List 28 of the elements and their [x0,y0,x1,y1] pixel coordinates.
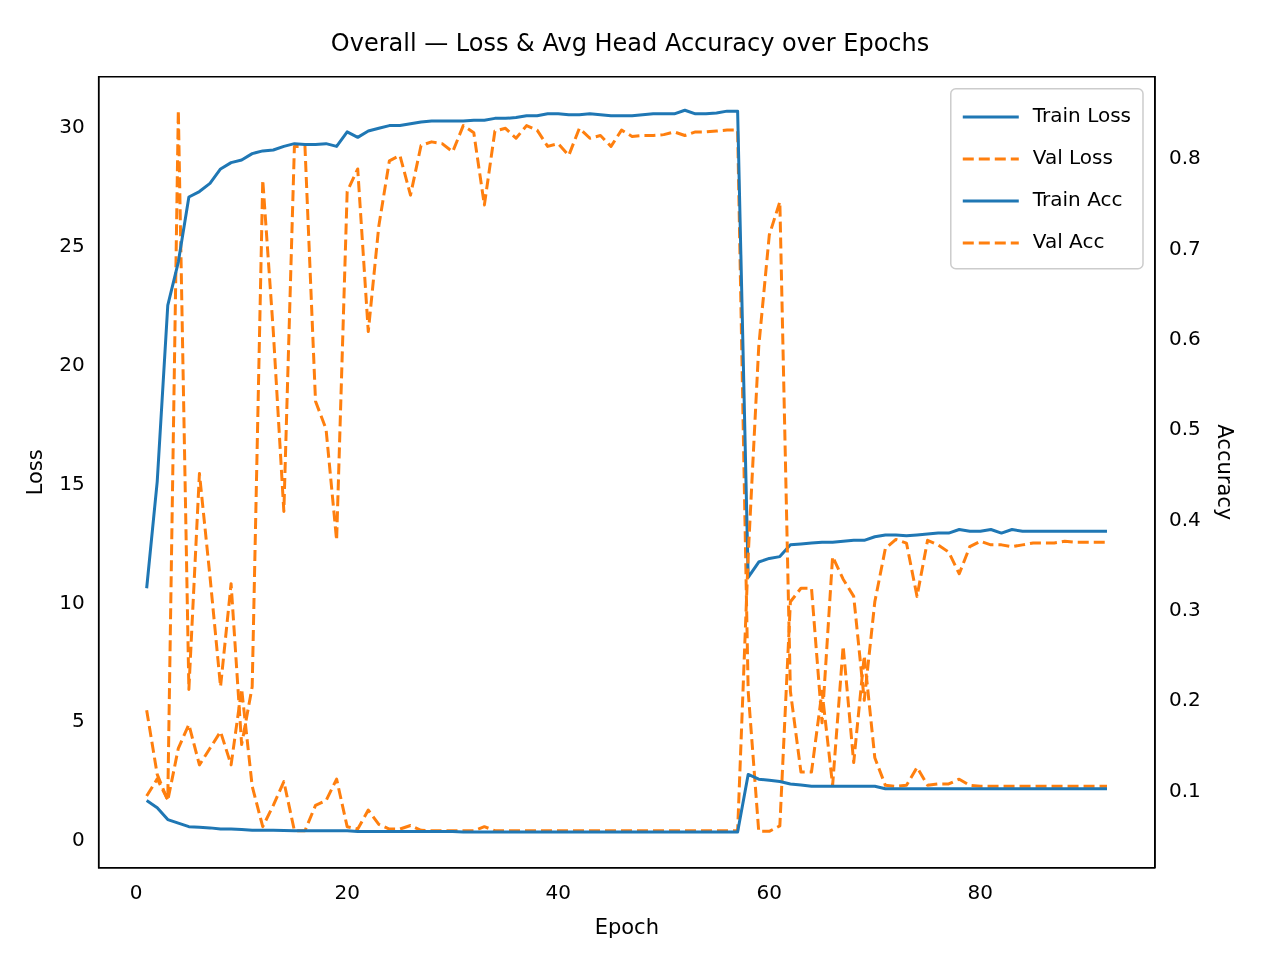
y-tick-label: 20 [59,351,85,376]
y2-axis-title: Accuracy [1212,424,1237,521]
chart-title: Overall — Loss & Avg Head Accuracy over Epochs [330,28,930,57]
y2-tick-label: 0.5 [1168,416,1201,441]
x-tick-label: 60 [756,880,783,904]
y-tick-label: 5 [71,708,85,733]
y-axis-title: Loss [23,449,48,496]
y-tick-label: 10 [59,589,85,614]
y-tick-label: 0 [71,827,85,852]
x-axis-title: Epoch [594,914,659,939]
x-tick-label: 0 [129,880,143,904]
x-tick-label: 40 [545,880,571,904]
y2-tick-label: 0.3 [1168,597,1201,622]
legend-label: Val Acc [1032,229,1105,254]
legend-label: Val Loss [1032,145,1113,170]
x-tick-label: 80 [967,880,994,904]
y-tick-label: 15 [59,470,85,495]
legend-label: Train Acc [1031,187,1123,212]
y2-tick-label: 0.2 [1168,687,1201,712]
y-tick-label: 25 [59,233,85,258]
legend-label: Train Loss [1031,103,1131,128]
x-tick-label: 20 [334,880,360,904]
y2-tick-label: 0.8 [1168,145,1201,170]
y2-tick-label: 0.4 [1168,506,1201,531]
y2-tick-label: 0.7 [1168,235,1201,260]
y2-tick-label: 0.1 [1168,777,1201,802]
y2-tick-label: 0.6 [1168,325,1201,350]
y-tick-label: 30 [59,114,85,139]
